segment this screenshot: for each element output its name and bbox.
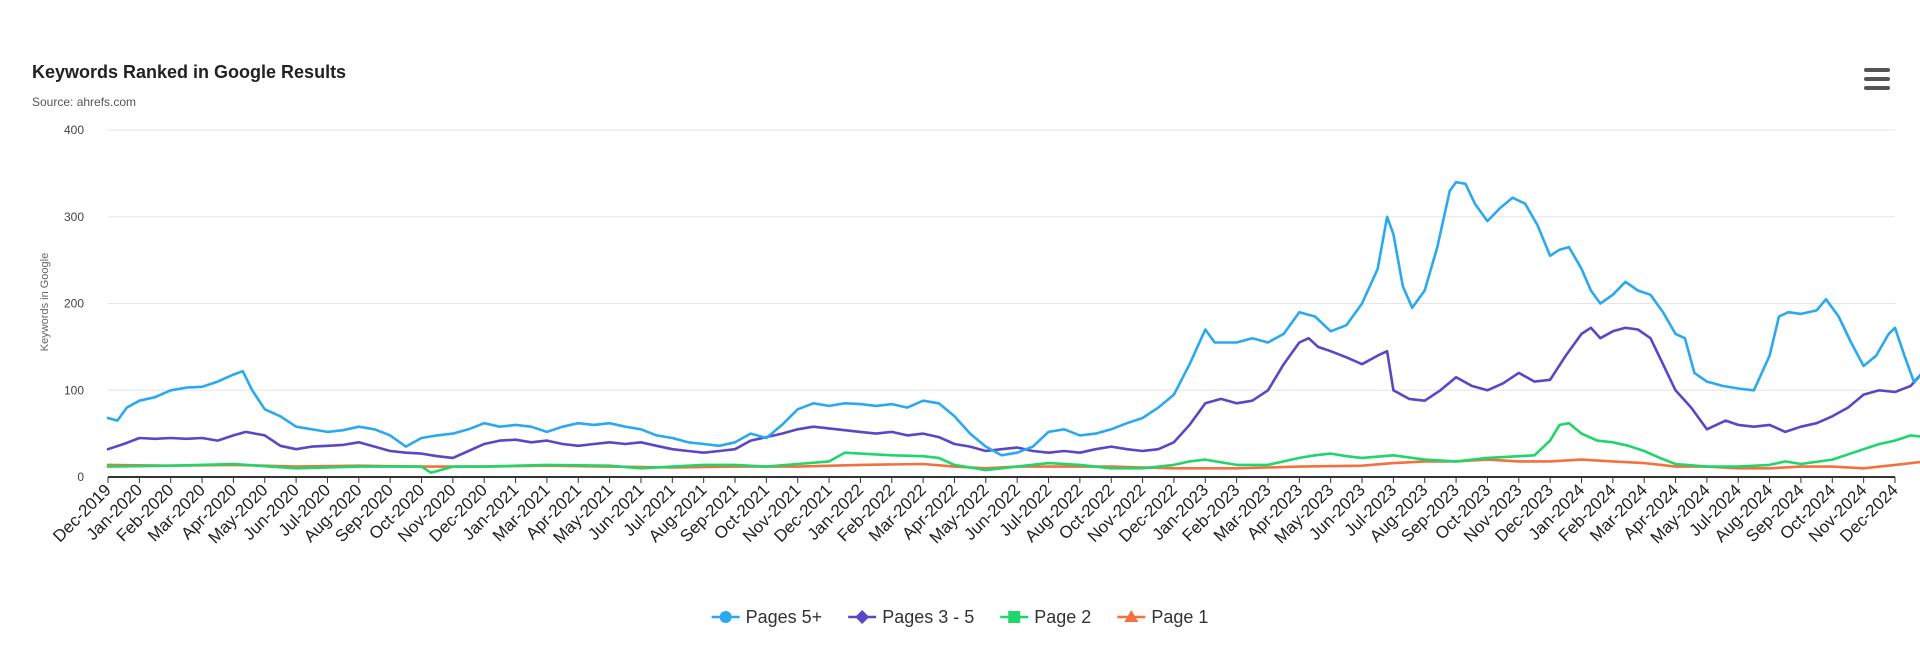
y-tick-label: 0 — [77, 470, 84, 484]
legend-label: Pages 5+ — [746, 607, 823, 627]
legend-item-page-2[interactable]: Page 2 — [1000, 607, 1091, 627]
y-axis-ticks: 0 100 200 300 400 — [64, 123, 84, 484]
chart-title: Keywords Ranked in Google Results — [32, 62, 346, 82]
grid-lines — [108, 129, 1895, 391]
legend-circle-marker — [719, 611, 732, 623]
legend-triangle-marker — [1124, 610, 1139, 622]
y-tick-label: 200 — [64, 297, 84, 311]
y-tick-label: 100 — [64, 383, 84, 397]
legend-diamond-marker — [855, 610, 870, 624]
hamburger-menu-icon[interactable] — [1860, 62, 1900, 96]
series-line-pages-3-5 — [106, 326, 1920, 460]
legend-label: Page 1 — [1151, 607, 1208, 627]
legend: Pages 5+ Pages 3 - 5 Page 2 Page 1 — [711, 607, 1208, 627]
legend-item-pages-3-5[interactable]: Pages 3 - 5 — [848, 607, 974, 627]
legend-label: Pages 3 - 5 — [882, 607, 974, 627]
series-line-page-2 — [106, 421, 1920, 474]
legend-item-page-1[interactable]: Page 1 — [1117, 607, 1208, 627]
y-axis-label: Keywords in Google — [39, 253, 51, 351]
legend-square-marker — [1008, 611, 1021, 623]
y-tick-label: 300 — [64, 210, 84, 224]
legend-label: Page 2 — [1034, 607, 1091, 627]
x-axis-ticks: Dec-2019Jan-2020Feb-2020Mar-2020Apr-2020… — [49, 477, 1902, 547]
chart-subtitle: Source: ahrefs.com — [32, 95, 136, 109]
series-line-pages-5 — [106, 180, 1920, 457]
series-lines — [106, 180, 1920, 474]
legend-item-pages-5[interactable]: Pages 5+ — [711, 607, 823, 627]
y-tick-label: 400 — [64, 123, 84, 137]
